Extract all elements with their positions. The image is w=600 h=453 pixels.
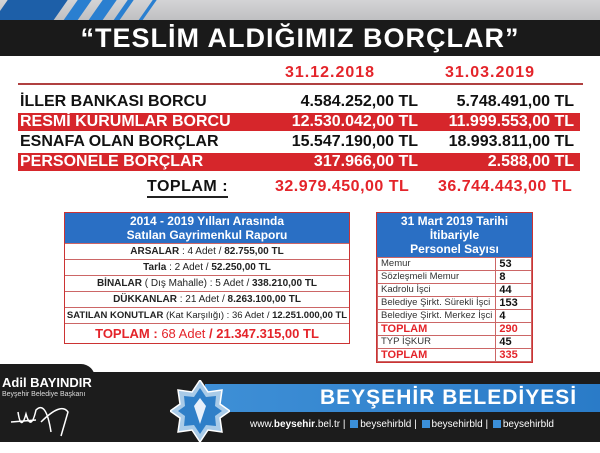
brand-name: BEYŞEHİR BELEDİYESİ — [320, 386, 578, 409]
realestate-row: Tarla : 2 Adet / 52.250,00 TL — [65, 259, 349, 275]
total-2019: 36.744.443,00 TL — [438, 178, 573, 195]
total-2018: 32.979.450,00 TL — [275, 178, 410, 195]
personnel-subtotal: TOPLAM 290 — [376, 322, 532, 336]
divider — [18, 83, 583, 85]
personnel-table: 31 Mart 2019 Tarihi İtibariyle Personel S… — [376, 212, 533, 363]
personnel-row: TYP İŞKUR 45 — [376, 335, 532, 349]
realestate-row: BİNALAR ( Dış Mahalle) : 5 Adet / 338.21… — [65, 275, 349, 291]
personnel-total: TOPLAM 335 — [376, 348, 532, 362]
bottom-margin — [0, 442, 600, 453]
personnel-row: Kadrolu İşci 44 — [376, 283, 532, 297]
realestate-report: 2014 - 2019 Yılları Arasında Satılan Gayr… — [64, 212, 350, 344]
brand-band — [205, 384, 600, 412]
realestate-total: TOPLAM : 68 Adet / 21.347.315,00 TL — [65, 323, 349, 343]
facebook-handle[interactable]: beysehirbld — [431, 419, 483, 430]
debt-row: PERSONELE BORÇLAR 317.966,00 TL 2.588,00 T… — [18, 153, 580, 171]
column-header-2018: 31.12.2018 — [285, 64, 376, 81]
debt-row: ESNAFA OLAN BORÇLAR 15.547.190,00 TL 18.99… — [20, 133, 574, 150]
twitter-icon — [492, 420, 501, 428]
twitter-handle[interactable]: beysehirbld — [502, 419, 554, 430]
personnel-row: Sözleşmeli Memur 8 — [376, 270, 532, 284]
personnel-header: 31 Mart 2019 Tarihi İtibariyle Personel S… — [377, 213, 532, 257]
realestate-row: ARSALAR : 4 Adet / 82.755,00 TL — [65, 243, 349, 259]
facebook-icon — [421, 420, 430, 428]
personnel-row: Belediye Şirkt. Merkez İşci 4 — [376, 309, 532, 323]
realestate-row: SATILAN KONUTLAR (Kat Karşılığı) : 36 Ad… — [65, 307, 349, 323]
personnel-rows: Memur 53 Sözleşmeli Memur 8 Kadrolu İşci 44… — [376, 257, 532, 362]
personnel-row: Belediye Şirkt. Sürekli İşci 153 — [376, 296, 532, 310]
website-link[interactable]: www.beysehir.bel.tr — [250, 419, 341, 430]
column-header-2019: 31.03.2019 — [445, 64, 536, 81]
debt-row: RESMİ KURUMLAR BORCU 12.530.042,00 TL 11.9… — [18, 113, 580, 131]
instagram-icon — [350, 420, 359, 428]
page-title: “TESLİM ALDIĞIMIZ BORÇLAR” — [0, 20, 600, 56]
instagram-handle[interactable]: beysehirbld — [360, 419, 412, 430]
municipality-logo-icon — [170, 380, 230, 442]
total-label: TOPLAM : — [147, 178, 229, 198]
realestate-header: 2014 - 2019 Yılları Arasında Satılan Gayr… — [65, 213, 349, 243]
mayor-name: Adil BAYINDIR — [2, 375, 92, 390]
mayor-tab — [0, 364, 95, 440]
contact-line: www.beysehir.bel.tr | beysehirbld | beys… — [250, 419, 554, 430]
realestate-row: DÜKKANLAR : 21 Adet / 8.263.100,00 TL — [65, 291, 349, 307]
signature-icon — [10, 406, 69, 437]
debt-row: İLLER BANKASI BORCU 4.584.252,00 TL 5.748.… — [20, 93, 574, 110]
mayor-role: Beyşehir Belediye Başkanı — [2, 391, 86, 398]
personnel-row: Memur 53 — [376, 257, 532, 271]
top-decoration — [0, 0, 600, 22]
